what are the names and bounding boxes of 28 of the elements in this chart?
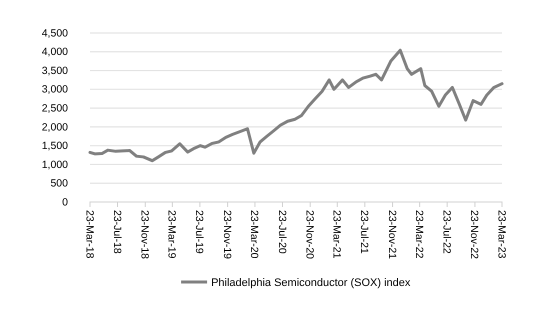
- x-tick-label: 23-Mar-21: [330, 210, 343, 259]
- x-tick-label: 23-Mar-19: [166, 210, 178, 259]
- x-tick-label: 23-Jul-18: [110, 210, 123, 254]
- x-tick-label: 23-Jul-20: [276, 210, 288, 254]
- y-tick-label: 4,500: [42, 27, 68, 40]
- x-tick-label: 23-Jul-21: [358, 210, 370, 254]
- x-tick-label: 23-Jul-22: [440, 210, 452, 254]
- x-tick-label: 23-Nov-21: [386, 210, 398, 260]
- x-tick-label: 23-Nov-20: [304, 210, 316, 260]
- y-tick-label: 4,000: [42, 46, 68, 58]
- x-tick-label: 23-Mar-22: [412, 210, 425, 259]
- x-tick-label: 23-Nov-18: [138, 210, 151, 260]
- y-tick-label: 500: [50, 178, 68, 190]
- y-tick-label: 2,000: [42, 121, 68, 134]
- y-tick-label: 2,500: [42, 102, 68, 114]
- line-series: [88, 48, 504, 162]
- y-tick-label: 0: [62, 196, 68, 208]
- x-tick-label: 23-Jul-19: [193, 210, 206, 254]
- y-tick-label: 1,500: [42, 140, 68, 152]
- x-tick-label: 23-Nov-22: [468, 210, 480, 260]
- x-tick-label: 23-Nov-19: [220, 210, 233, 260]
- legend-label: Philadelphia Semiconductor (SOX) index: [211, 276, 411, 289]
- x-tick-label: 23-Mar-18: [83, 210, 96, 259]
- y-tick-label: 1,000: [42, 158, 68, 171]
- x-tick-label: 23-Mar-20: [248, 210, 260, 259]
- y-tick-label: 3,500: [42, 64, 68, 77]
- x-tick-label: 23-Mar-23: [495, 210, 508, 259]
- y-tick-label: 3,000: [42, 84, 68, 96]
